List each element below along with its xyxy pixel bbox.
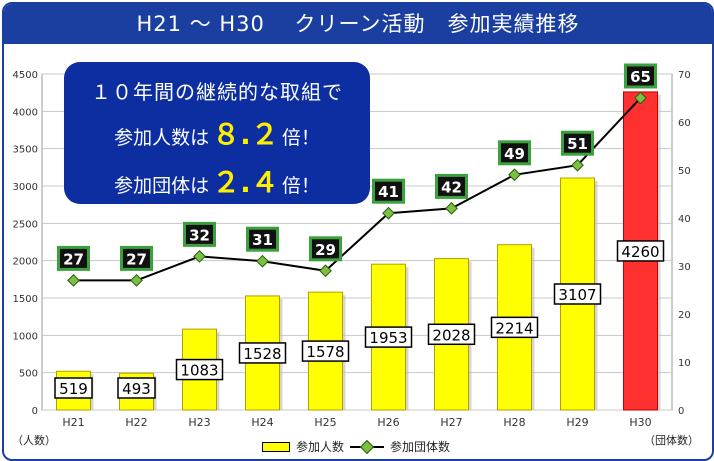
- line-value-box: [498, 140, 531, 166]
- line-point: [634, 91, 647, 105]
- x-tick-label: H29: [566, 416, 588, 429]
- bar-value-label: 4260: [621, 243, 659, 261]
- right-tick-label: 40: [678, 214, 691, 225]
- bar-value-box: [175, 358, 224, 381]
- right-tick-label: 50: [678, 166, 691, 177]
- line-value-box: [183, 221, 216, 247]
- right-tick-label: 10: [678, 358, 691, 369]
- x-tick-label: H23: [188, 416, 210, 429]
- line-value-label: 51: [567, 135, 588, 153]
- left-tick-label: 3000: [13, 182, 38, 193]
- line-point: [193, 250, 206, 263]
- legend-bar-swatch: [262, 441, 290, 452]
- line-value-box: [372, 178, 405, 204]
- bar-value-label: 1953: [369, 329, 407, 347]
- bar-value-box: [301, 340, 350, 362]
- right-tick-label: 70: [678, 70, 691, 81]
- bar-value-label: 3107: [558, 286, 596, 304]
- line-value-label: 41: [378, 183, 399, 201]
- x-tick-label: H30: [629, 416, 651, 429]
- bar-value-label: 2028: [432, 326, 470, 344]
- line-value-label: 42: [441, 178, 462, 196]
- left-tick-label: 4500: [13, 70, 38, 81]
- x-tick-label: H26: [377, 416, 399, 429]
- x-tick-label: H25: [314, 416, 336, 429]
- callout-people-multiplier: ８.２: [212, 118, 279, 151]
- bar-value-box: [427, 323, 476, 346]
- left-tick-label: 1500: [13, 294, 38, 305]
- callout-line-3: 参加団体は ２.４ 倍！: [64, 161, 370, 201]
- callout-groups-multiplier: ２.４: [212, 166, 279, 199]
- line-series: [73, 97, 642, 282]
- legend-bar-label: 参加人数: [296, 440, 345, 454]
- x-tick-label: H21: [62, 416, 84, 429]
- x-tick-label: H28: [503, 416, 525, 429]
- line-point: [256, 254, 269, 268]
- line-value-box: [624, 63, 657, 89]
- left-tick-label: 4000: [13, 107, 38, 118]
- bar-value-label: 519: [59, 380, 88, 398]
- bar-value-box: [364, 326, 413, 348]
- x-tick-label: H24: [251, 416, 273, 429]
- left-tick-label: 1000: [13, 331, 38, 342]
- bar-value-box: [490, 316, 539, 339]
- left-tick-label: 2000: [13, 257, 38, 268]
- line-point: [67, 274, 80, 287]
- bar-value-box: [54, 377, 93, 399]
- line-point: [382, 206, 395, 220]
- left-axis-unit: （人数）: [12, 434, 56, 447]
- line-value-box: [435, 173, 468, 199]
- x-tick-label: H27: [440, 416, 462, 429]
- chart-title: H21 ～ H30 クリーン活動 参加実績推移: [4, 4, 712, 44]
- callout-line-3-suffix: 倍！: [281, 175, 320, 197]
- line-value-box: [309, 236, 342, 262]
- line-point: [319, 264, 332, 278]
- right-tick-label: 60: [678, 118, 691, 129]
- legend-line-swatch: [350, 442, 385, 452]
- callout-line-3-prefix: 参加団体は: [114, 175, 210, 197]
- bar-value-label: 2214: [495, 319, 533, 337]
- line-value-label: 27: [63, 250, 84, 268]
- line-point: [508, 168, 521, 182]
- left-tick-label: 0: [32, 406, 38, 417]
- right-tick-label: 30: [678, 262, 691, 273]
- line-value-label: 27: [126, 250, 147, 268]
- callout-line-1: １０年間の継続的な取組で: [91, 80, 343, 104]
- bar-value-box: [553, 283, 602, 305]
- legend-line-label: 参加団体数: [390, 440, 451, 454]
- left-tick-label: 2500: [13, 219, 38, 230]
- bar-value-label: 1528: [243, 345, 281, 363]
- callout-line-2-prefix: 参加人数は: [114, 127, 210, 149]
- bar-value-label: 1578: [306, 343, 344, 361]
- left-tick-label: 500: [19, 369, 38, 380]
- bar-value-label: 1083: [180, 362, 218, 380]
- x-tick-label: H22: [125, 416, 147, 429]
- line-point: [571, 158, 584, 172]
- line-value-label: 65: [630, 68, 651, 86]
- line-point: [130, 274, 143, 287]
- line-value-box: [246, 226, 279, 252]
- right-tick-label: 0: [678, 406, 684, 417]
- right-tick-label: 20: [678, 310, 691, 321]
- line-value-box: [57, 245, 90, 271]
- line-point: [445, 202, 458, 215]
- callout-line-2: 参加人数は ８.２ 倍！: [64, 113, 370, 153]
- left-tick-label: 3500: [13, 145, 38, 156]
- right-axis-unit: （団体数）: [644, 434, 699, 447]
- summary-callout: １０年間の継続的な取組で 参加人数は ８.２ 倍！ 参加団体は ２.４ 倍！: [64, 62, 370, 204]
- bar-value-box: [238, 342, 287, 364]
- line-value-box: [120, 245, 153, 271]
- line-value-box: [561, 130, 594, 156]
- bar-value-label: 493: [122, 380, 151, 398]
- line-value-label: 29: [315, 241, 336, 259]
- line-value-label: 49: [504, 145, 525, 163]
- callout-line-2-suffix: 倍！: [281, 127, 320, 149]
- chart-legend: 参加人数 参加団体数: [262, 438, 450, 455]
- line-value-label: 31: [252, 231, 273, 249]
- line-value-label: 32: [189, 226, 210, 244]
- bar-value-box: [117, 377, 156, 399]
- bar-value-box: [616, 240, 665, 262]
